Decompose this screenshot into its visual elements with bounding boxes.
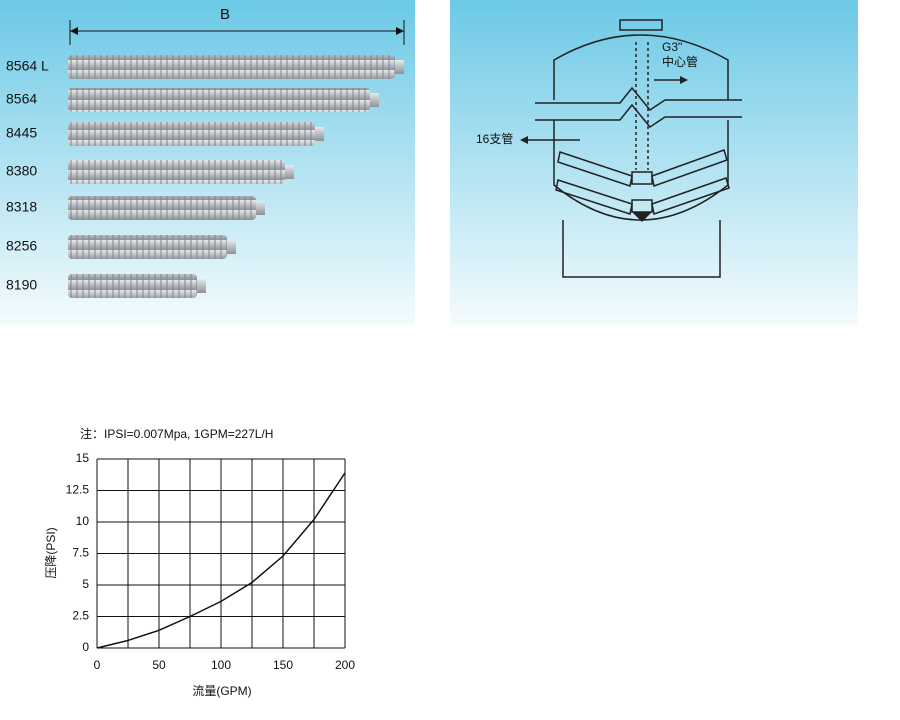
chart-title: 注：IPSI=0.007Mpa, 1GPM=227L/H [80, 426, 273, 441]
y-axis-label: 压降(PSI) [44, 527, 58, 578]
dimension-label: B [220, 6, 230, 23]
tank-base [562, 220, 721, 278]
filter-tube [68, 196, 256, 220]
model-label: 8380 [6, 163, 37, 179]
x-tick-label: 200 [335, 658, 355, 672]
y-tick-label: 7.5 [72, 546, 89, 560]
x-axis-label: 流量(GPM) [192, 684, 251, 698]
laterals-label: 16支管 [476, 131, 513, 146]
break-lines [535, 86, 742, 129]
tank-port [619, 19, 663, 31]
y-tick-label: 5 [82, 577, 89, 591]
y-tick-label: 15 [76, 451, 90, 465]
x-tick-label: 0 [94, 658, 101, 672]
filter-tube [68, 274, 197, 298]
tube-cap [256, 201, 265, 215]
model-label: 8190 [6, 277, 37, 293]
tube-cap [370, 93, 379, 107]
filter-tube [68, 235, 227, 259]
lateral-row [557, 149, 728, 187]
filter-tube [68, 122, 315, 146]
y-tick-label: 12.5 [66, 483, 90, 497]
filter-tube [68, 88, 370, 112]
x-tick-label: 100 [211, 658, 231, 672]
x-tick-label: 150 [273, 658, 293, 672]
tube-cap [227, 240, 236, 254]
model-label: 8564 [6, 91, 37, 107]
hub [631, 171, 653, 185]
product-panel: B 8564 L 8564 8445 8380 8318 8256 8190 [0, 0, 415, 325]
model-label: 8445 [6, 125, 37, 141]
y-tick-label: 2.5 [72, 609, 89, 623]
tube-cap [197, 279, 206, 293]
lateral-row [555, 177, 730, 215]
model-label: 8318 [6, 199, 37, 215]
x-tick-label: 50 [152, 658, 166, 672]
y-tick-label: 10 [76, 514, 90, 528]
filter-tube [68, 160, 285, 184]
tank-diagram: G3" 中心管 16支管 [450, 0, 858, 325]
chart: 注：IPSI=0.007Mpa, 1GPM=227L/H 流量(GPM) 压降(… [44, 426, 355, 698]
tube-cap [395, 60, 404, 74]
y-tick-label: 0 [82, 640, 89, 654]
panel-background [450, 0, 858, 325]
center-pipe-label: 中心管 [662, 54, 698, 69]
pipe-size-label: G3" [662, 40, 682, 54]
filter-tube [68, 55, 395, 79]
model-label: 8564 L [6, 58, 49, 74]
tube-cap [285, 165, 294, 179]
data-line [96, 472, 346, 649]
model-label: 8256 [6, 238, 37, 254]
tube-cap [315, 127, 324, 141]
